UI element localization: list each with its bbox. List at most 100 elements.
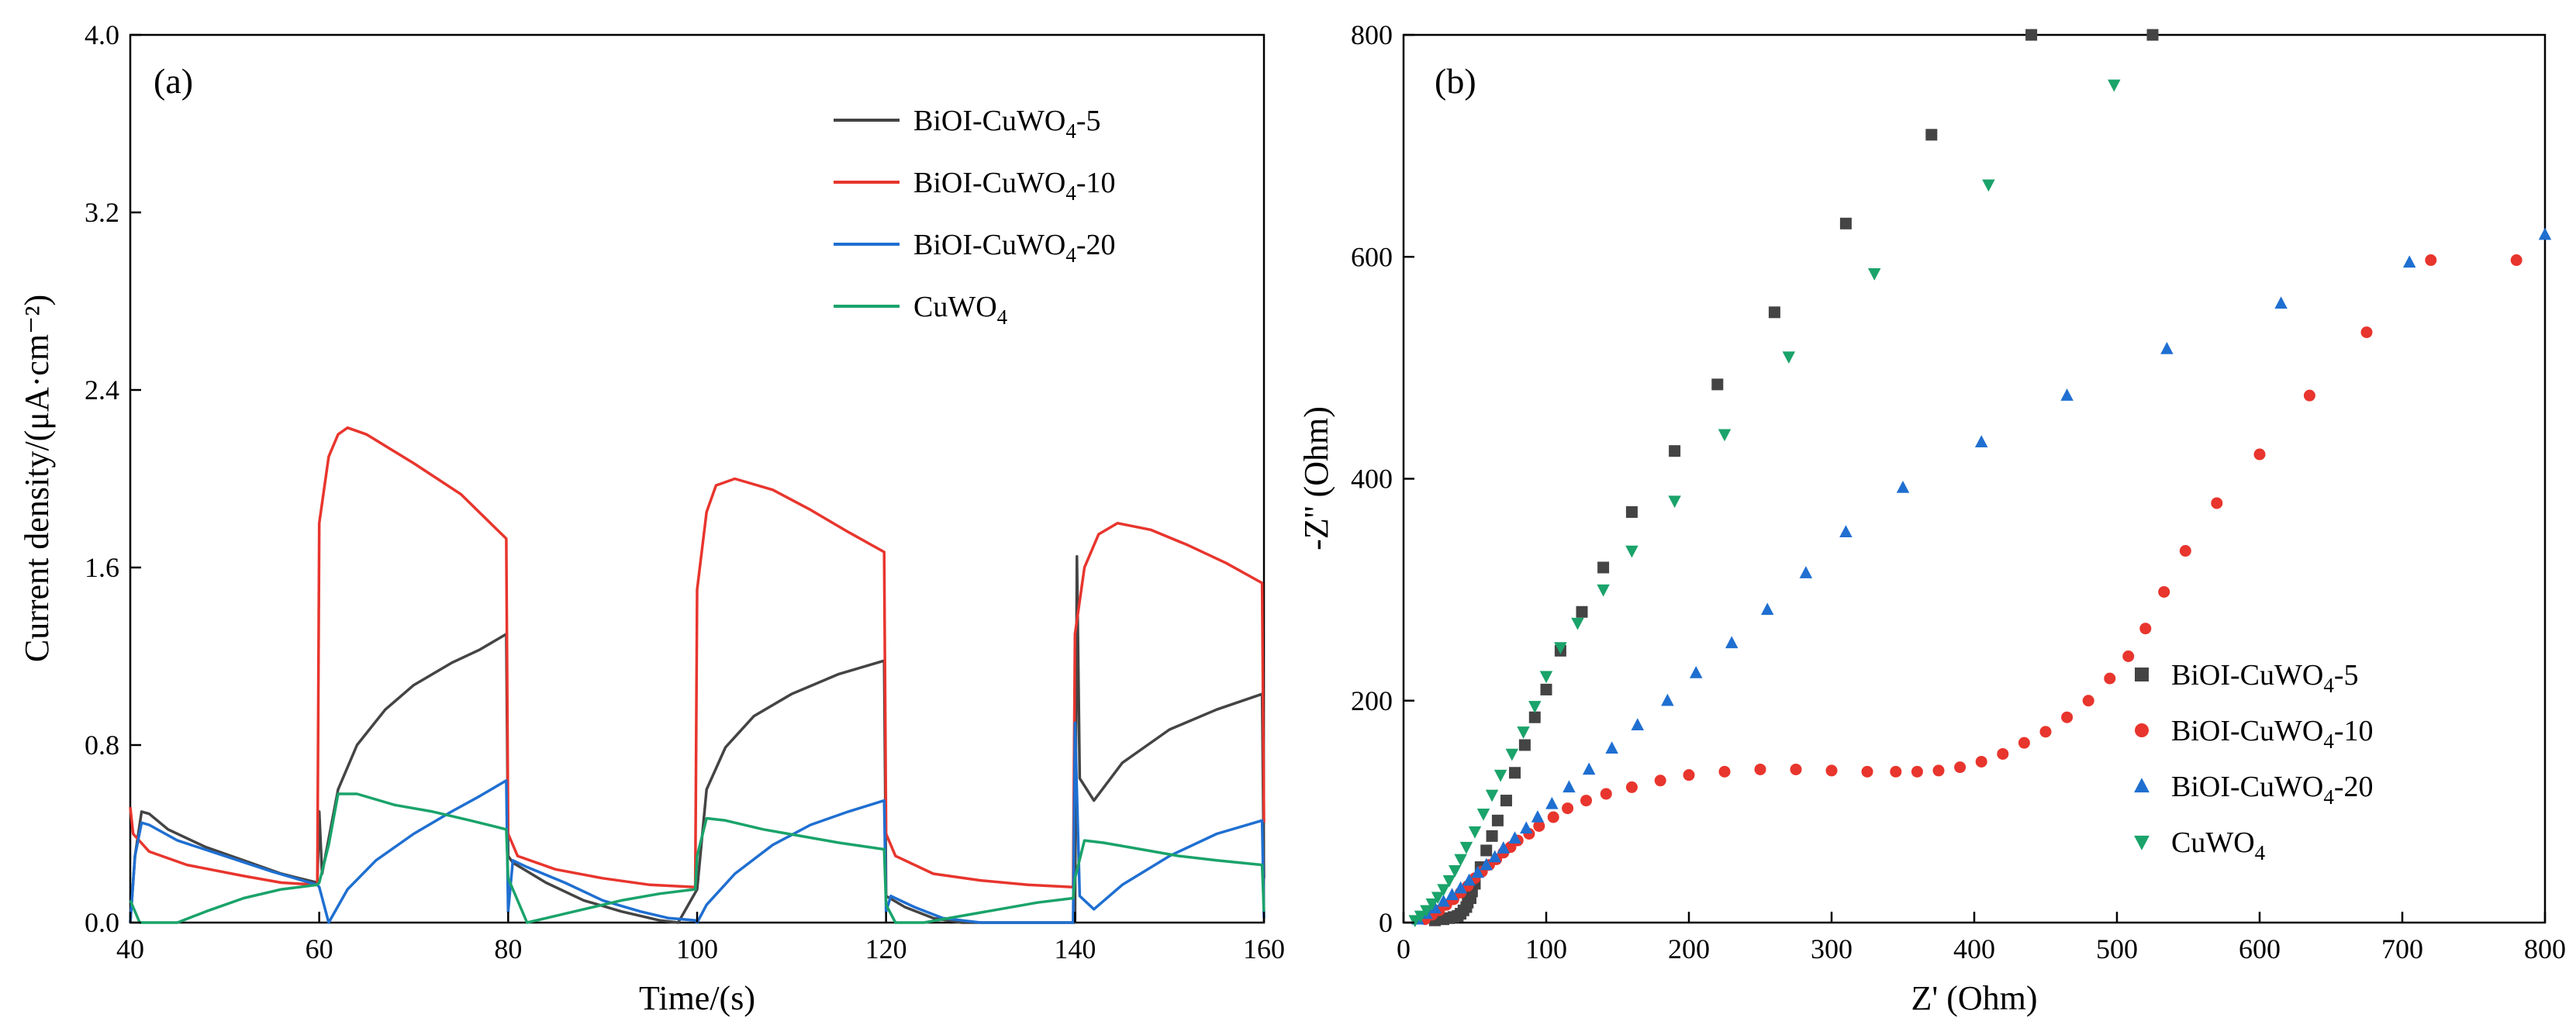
panel-a-x-tick-label: 100 (676, 933, 718, 964)
panel-b-data-point (1861, 765, 1873, 778)
panel-b-data-point (1528, 711, 1541, 723)
panel-b-data-point (2146, 29, 2159, 41)
panel-b-data-point (2425, 254, 2437, 267)
panel-b-data-point (1547, 811, 1559, 823)
panel-b-data-point (2108, 79, 2121, 92)
panel-b-x-tick-label: 500 (2096, 933, 2138, 964)
panel-b-data-point (1468, 826, 1482, 839)
panel-b-data-point (1505, 748, 1519, 761)
panel-b-data-point (1982, 179, 1995, 192)
panel-b-data-point (1711, 378, 1724, 391)
panel-b-data-point (1428, 901, 1442, 914)
panel-b-data-point (1488, 850, 1502, 863)
panel-b-data-point (2122, 650, 2135, 662)
panel-b-data-point (1509, 767, 1521, 779)
panel-b-data-point (2082, 695, 2094, 707)
panel-b-data-point (1480, 844, 1493, 857)
panel-a-x-tick-label: 120 (865, 933, 907, 964)
panel-b-data-point (2018, 737, 2030, 749)
panel-b-data-point (1518, 739, 1531, 751)
panel-b-data-point (1760, 602, 1774, 616)
panel-b-data-point (1896, 480, 1910, 493)
panel-b-legend-marker-2 (2135, 723, 2149, 737)
panel-b-data-point (1554, 642, 1567, 655)
panel-b-x-axis-label: Z' (Ohm) (1911, 979, 2037, 1017)
panel-a-x-tick-label: 80 (494, 933, 522, 964)
panel-b-data-point (2253, 448, 2266, 461)
panel-b-series-4 (1408, 79, 2121, 928)
panel-b-series-1 (1428, 29, 2159, 926)
panel-b-data-point (2179, 545, 2191, 557)
panel-b-data-point (1718, 429, 1732, 442)
panel-b-data-point (1825, 764, 1838, 777)
panel-b-data-point (1500, 795, 1512, 807)
panel-b-data-point (2061, 711, 2074, 723)
panel-a-y-tick-label: 0.8 (85, 730, 119, 761)
panel-b-data-point (1768, 306, 1780, 319)
panel-b-x-tick-label: 600 (2239, 933, 2281, 964)
panel-b-data-point (1625, 505, 1638, 518)
panel-b-data-point (1661, 693, 1674, 706)
panel-b-data-point (1974, 435, 1988, 448)
panel-b-data-point (2104, 672, 2116, 685)
panel-b-data-point (1486, 830, 1498, 842)
panel-b-data-point (1790, 763, 1802, 775)
panel-b-data-point (1932, 764, 1945, 777)
panel-b-data-point (1625, 545, 1638, 558)
panel-b-data-point (1782, 351, 1796, 364)
panel-b-data-point (1576, 605, 1588, 618)
panel-b-data-point (1437, 894, 1450, 907)
panel-b-data-point (1437, 884, 1450, 897)
panel-b-data-point (1580, 795, 1593, 807)
panel-b-legend-marker-1 (2135, 668, 2149, 681)
panel-b-legend-marker-4 (2134, 835, 2150, 850)
panel-b-data-point (1997, 747, 2009, 760)
panel-b-data-point (2211, 497, 2223, 509)
panel-a-y-axis-label: Current density/(μA·cm⁻²) (18, 295, 56, 662)
panel-b-data-point (1519, 821, 1533, 834)
panel-b-data-point (2039, 726, 2052, 738)
panel-b-y-axis-label: -Z'' (Ohm) (1297, 406, 1335, 550)
panel-b-data-point (1480, 857, 1493, 871)
panel-b-data-point (1533, 819, 1545, 832)
panel-b-data-point (1508, 831, 1521, 844)
panel-b-data-point (1669, 445, 1681, 457)
panel-b-data-point (1431, 892, 1445, 905)
panel-b-legend-label-1: BiOI-CuWO4-5 (2171, 659, 2358, 697)
panel-b-data-point (1448, 864, 1462, 878)
panel-a-x-tick-label: 140 (1054, 933, 1096, 964)
panel-b: 0 100 200 300 400 500 600 700 800 0 200 400 600 800 (… (1297, 19, 2566, 1017)
panel-a-y-tick-label: 1.6 (85, 552, 119, 583)
panel-b-data-point (1839, 525, 1853, 537)
panel-b-label: (b) (1435, 61, 1476, 101)
panel-a-series-line-4 (129, 792, 1266, 924)
panel-b-data-point (1597, 561, 1610, 574)
panel-b-data-point (2510, 254, 2522, 267)
panel-b-data-point (1425, 898, 1439, 911)
panel-b-data-point (1563, 780, 1576, 793)
panel-b-data-point (1597, 584, 1610, 597)
panel-b-data-point (1689, 665, 1703, 678)
panel-b-data-point (1420, 905, 1433, 918)
panel-b-data-point (2402, 255, 2416, 268)
panel-b-y-tick-label: 200 (1351, 685, 1393, 716)
panel-b-x-tick-label: 400 (1953, 933, 1995, 964)
panel-b-data-point (1867, 267, 1881, 281)
panel-b-legend-label-4: CuWO4 (2171, 826, 2266, 864)
panel-b-data-point (1605, 741, 1618, 754)
panel-b-y-tick-label: 0 (1379, 907, 1393, 938)
panel-b-data-point (1459, 841, 1473, 854)
panel-b-data-point (2160, 342, 2174, 354)
panel-a-x-tick-label: 160 (1243, 933, 1285, 964)
panel-b-y-tick-label: 400 (1351, 464, 1393, 495)
panel-b-data-point (1445, 888, 1459, 900)
panel-b-data-point (2360, 326, 2373, 339)
panel-a-y-tick-label: 4.0 (85, 19, 119, 50)
panel-b-data-point (1471, 865, 1484, 878)
panel-b-data-point (1925, 129, 1938, 141)
panel-b-data-point (1954, 761, 1967, 774)
panel-b-series-2 (1419, 254, 2522, 926)
panel-a-y-tick-label: 2.4 (85, 374, 119, 405)
panel-b-y-tick-label: 600 (1351, 241, 1393, 272)
